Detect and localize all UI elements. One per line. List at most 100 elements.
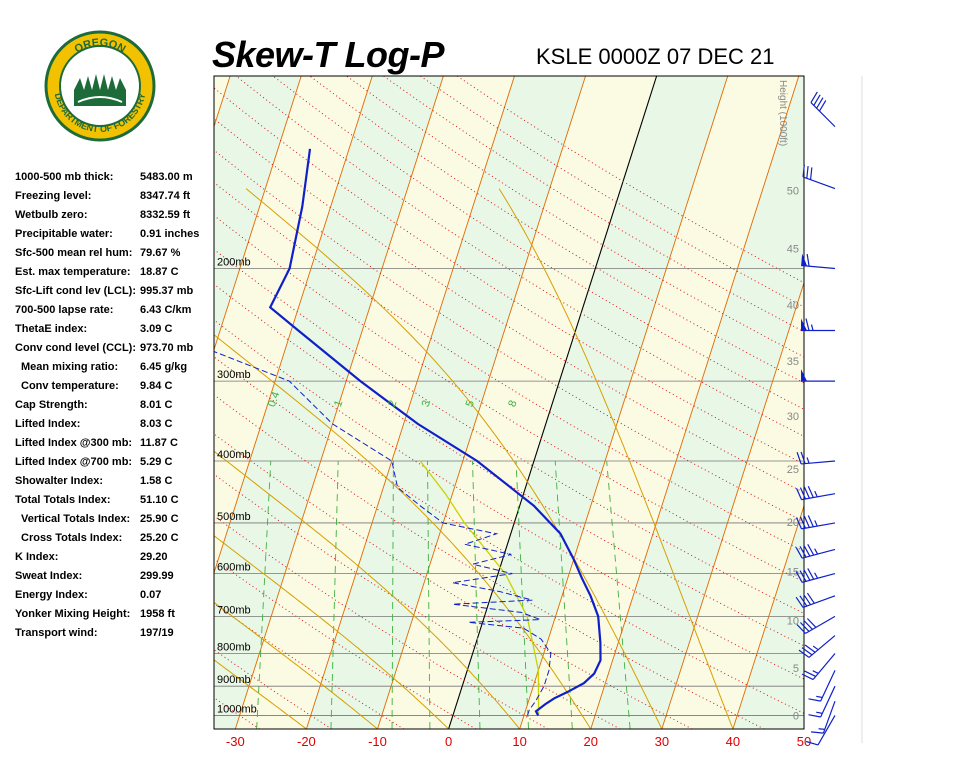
- isotherm-line: [305, 76, 515, 729]
- index-value: 5.29 C: [140, 456, 173, 468]
- mixing-ratio-label: 2: [386, 399, 399, 409]
- pressure-level-label: 700mb: [217, 604, 251, 616]
- index-value: 8347.74 ft: [140, 190, 191, 202]
- pressure-level-label: 500mb: [217, 511, 251, 523]
- isotherm-line: [0, 76, 17, 729]
- index-label: Sweat Index:: [15, 570, 83, 582]
- index-value: 8.03 C: [140, 418, 173, 430]
- temperature-tick-label: 40: [726, 734, 740, 749]
- index-label: ThetaE index:: [15, 323, 88, 335]
- index-value: 0.07: [140, 589, 162, 601]
- index-label: Transport wind:: [15, 627, 98, 639]
- dry-adiabat-line: [214, 283, 804, 647]
- moist-adiabat-line: [214, 601, 378, 729]
- index-value: 197/19: [140, 627, 174, 639]
- index-label: 700-500 lapse rate:: [15, 304, 114, 316]
- moist-adiabat-line: [245, 188, 663, 729]
- index-value: 973.70 mb: [140, 342, 194, 354]
- pressure-level-label: 900mb: [217, 674, 251, 686]
- index-label: Wetbulb zero:: [15, 209, 88, 221]
- oregon-department-of-forestry-logo: OREGON DEPARTMENT OF FORESTRY: [44, 30, 156, 142]
- mixing-ratio-line: [256, 460, 272, 729]
- isotherm-line: [377, 76, 586, 729]
- height-axis-label: Height (1000ft): [777, 80, 788, 146]
- isotherm-band: [590, 76, 804, 729]
- pressure-level-label: 1000mb: [217, 703, 257, 715]
- isotherm-line: [214, 76, 302, 352]
- index-label: Lifted Index:: [15, 418, 81, 430]
- station-time-label: KSLE 0000Z 07 DEC 21: [536, 44, 775, 69]
- plot-area: [0, 76, 804, 729]
- pressure-level-label: 600mb: [217, 562, 251, 574]
- pressure-level-label: 400mb: [217, 449, 251, 461]
- height-tick-label: 0: [793, 710, 799, 722]
- index-value: 6.43 C/km: [140, 304, 192, 316]
- index-value: 25.90 C: [140, 513, 179, 525]
- wind-barb: [811, 701, 836, 734]
- dry-adiabat-line: [214, 248, 804, 615]
- dry-adiabat-line: [235, 76, 804, 437]
- wind-barb: [795, 568, 836, 583]
- index-value: 995.37 mb: [140, 285, 194, 297]
- mixing-ratio-line: [427, 460, 431, 729]
- index-label: Lifted Index @700 mb:: [15, 456, 133, 468]
- index-label: Est. max temperature:: [15, 266, 131, 278]
- tree-icon: [74, 64, 126, 106]
- wind-barb: [808, 685, 836, 718]
- moist-adiabat-line: [214, 334, 592, 729]
- isotherm-band: [0, 76, 159, 729]
- moist-adiabat-line: [498, 188, 734, 729]
- dry-adiabat-line: [214, 356, 804, 714]
- plot-frame: [213, 75, 805, 730]
- index-value: 8.01 C: [140, 399, 173, 411]
- index-value: 29.20: [140, 551, 168, 563]
- temperature-tick-label: 30: [655, 734, 669, 749]
- index-label: Mean mixing ratio:: [21, 361, 119, 373]
- temperature-tick-label: -20: [297, 734, 316, 749]
- index-label: Sfc-Lift cond lev (LCL):: [15, 285, 136, 297]
- index-label: K Index:: [15, 551, 59, 563]
- mixing-ratio-line: [391, 460, 394, 729]
- index-value: 3.09 C: [140, 323, 173, 335]
- isotherm-line: [0, 76, 88, 729]
- isotherm-line: [732, 504, 804, 729]
- chart-title: Skew-T Log-P: [212, 34, 445, 75]
- moist-adiabat-line: [214, 450, 521, 729]
- index-value: 8332.59 ft: [140, 209, 191, 221]
- index-value: 6.45 g/kg: [140, 361, 188, 373]
- index-label: Yonker Mixing Height:: [15, 608, 131, 620]
- temperature-tick-label: 50: [797, 734, 811, 749]
- height-tick-label: 25: [787, 464, 799, 476]
- temperature-trace: [268, 148, 602, 717]
- dry-adiabat-line: [0, 76, 188, 729]
- index-value: 79.67 %: [140, 247, 181, 259]
- index-label: Showalter Index:: [15, 475, 104, 487]
- index-value: 18.87 C: [140, 266, 179, 278]
- temperature-tick-label: -30: [226, 734, 245, 749]
- height-tick-label: 50: [787, 185, 799, 197]
- index-value: 11.87 C: [140, 437, 178, 449]
- wind-barb: [801, 253, 836, 270]
- dry-adiabat-line: [214, 433, 693, 729]
- mixing-ratio-label: 5: [464, 399, 477, 409]
- index-label: 1000-500 mb thick:: [15, 171, 114, 183]
- parcel-trace: [419, 460, 540, 715]
- index-value: 299.99: [140, 570, 174, 582]
- mixing-ratio-line: [554, 460, 573, 729]
- height-tick-label: 15: [787, 567, 799, 579]
- index-label: Conv temperature:: [21, 380, 119, 392]
- wind-barb: [810, 91, 836, 128]
- index-value: 9.84 C: [140, 380, 173, 392]
- index-label: Freezing level:: [15, 190, 92, 202]
- moist-adiabat-line: [214, 659, 307, 729]
- isotherm-line: [519, 76, 729, 729]
- wind-barb: [795, 485, 836, 501]
- wind-barb: [798, 635, 836, 658]
- isotherm-band: [214, 76, 444, 729]
- isotherm-line: [214, 76, 373, 575]
- height-tick-label: 5: [793, 663, 799, 675]
- wind-barb: [795, 515, 836, 530]
- index-value: 1958 ft: [140, 608, 175, 620]
- isotherm-line: [234, 76, 444, 729]
- height-tick-label: 35: [787, 356, 799, 368]
